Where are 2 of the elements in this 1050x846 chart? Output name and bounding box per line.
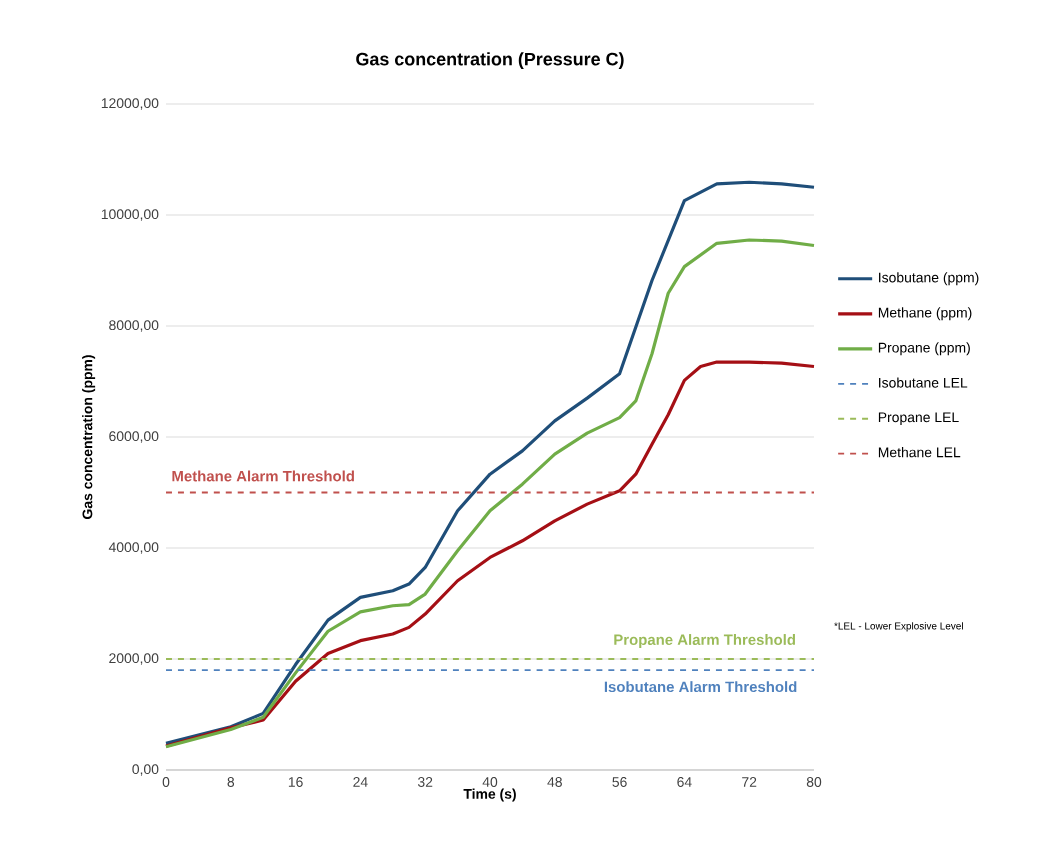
line-series xyxy=(164,360,816,748)
chart-title: Gas concentration (Pressure C) xyxy=(356,52,624,69)
